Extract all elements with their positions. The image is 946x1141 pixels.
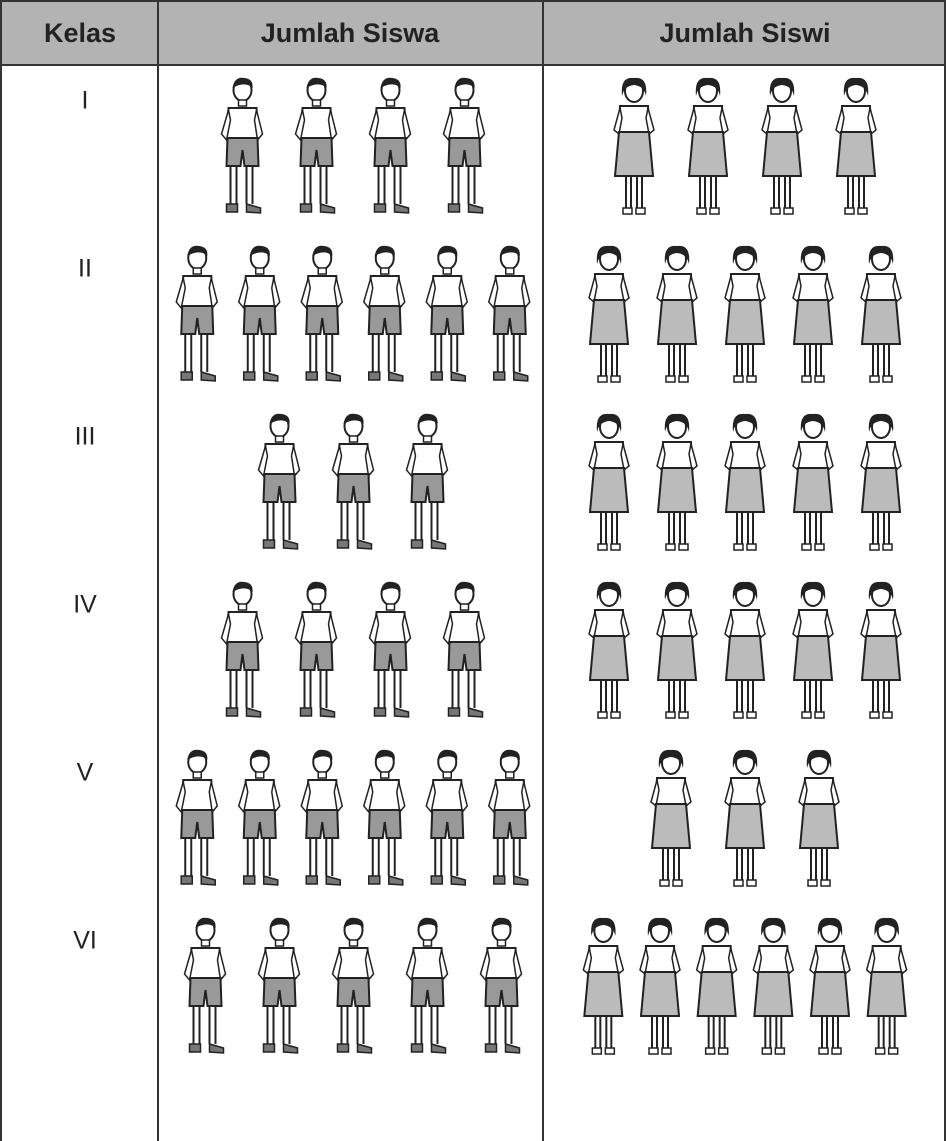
girl-icon	[792, 412, 834, 551]
girl-icon	[860, 580, 902, 719]
girl-icon	[639, 916, 681, 1055]
class-label: II	[78, 255, 92, 283]
girl-icon	[582, 916, 625, 1055]
header-cell: Jumlah Siswa	[261, 18, 441, 48]
boy-group	[183, 916, 523, 1054]
boy-icon	[257, 916, 301, 1054]
header-cell: Jumlah Siswi	[659, 18, 830, 48]
class-label: VI	[73, 927, 97, 955]
girl-icon	[588, 412, 630, 551]
class-label: V	[77, 759, 94, 787]
boy-icon	[331, 916, 375, 1054]
girl-group	[588, 580, 902, 719]
boy-icon	[442, 580, 486, 718]
boy-group	[220, 580, 486, 718]
girl-icon	[724, 748, 766, 887]
girl-icon	[650, 748, 692, 887]
boy-icon	[362, 748, 406, 886]
boy-icon	[362, 244, 406, 382]
boy-icon	[331, 412, 375, 550]
boy-icon	[237, 244, 281, 382]
boy-group	[175, 244, 531, 382]
girl-icon	[809, 916, 851, 1055]
class-label: IV	[73, 591, 97, 619]
boy-icon	[220, 76, 264, 214]
boy-icon	[487, 748, 531, 886]
boy-icon	[405, 916, 449, 1054]
girl-group	[582, 916, 908, 1055]
header-cell: Kelas	[44, 18, 116, 48]
girl-icon	[724, 244, 766, 383]
girl-group	[613, 76, 877, 216]
girl-icon	[656, 412, 698, 551]
girl-icon	[792, 244, 834, 383]
girl-icon	[860, 244, 902, 383]
girl-icon	[798, 748, 840, 887]
boy-icon	[175, 748, 219, 886]
boy-icon	[175, 244, 219, 382]
boy-icon	[294, 76, 338, 214]
girl-icon	[687, 76, 729, 216]
boy-icon	[425, 244, 469, 382]
girl-icon	[613, 76, 655, 216]
girl-icon	[588, 244, 630, 383]
girl-icon	[835, 76, 877, 216]
girl-icon	[761, 76, 803, 216]
boy-icon	[183, 916, 227, 1054]
boy-icon	[405, 412, 449, 550]
girl-icon	[860, 412, 902, 551]
boy-icon	[479, 916, 523, 1054]
girl-group	[650, 748, 840, 887]
boy-group	[220, 76, 486, 214]
boy-icon	[442, 76, 486, 214]
girl-group	[588, 412, 902, 551]
girl-icon	[656, 580, 698, 719]
boy-icon	[237, 748, 281, 886]
boy-icon	[220, 580, 264, 718]
boy-icon	[300, 748, 344, 886]
class-label: III	[75, 423, 96, 451]
boy-group	[257, 412, 449, 550]
girl-icon	[752, 916, 795, 1055]
girl-icon	[656, 244, 698, 383]
girl-icon	[695, 916, 738, 1055]
girl-group	[588, 244, 902, 383]
boy-icon	[257, 412, 301, 550]
boy-icon	[368, 76, 412, 214]
boy-icon	[487, 244, 531, 382]
boy-icon	[425, 748, 469, 886]
girl-icon	[724, 580, 766, 719]
boy-icon	[294, 580, 338, 718]
girl-icon	[724, 412, 766, 551]
boy-icon	[368, 580, 412, 718]
class-label: I	[82, 87, 89, 115]
boy-icon	[300, 244, 344, 382]
boy-group	[175, 748, 531, 886]
girl-icon	[865, 916, 908, 1055]
girl-icon	[792, 580, 834, 719]
girl-icon	[588, 580, 630, 719]
